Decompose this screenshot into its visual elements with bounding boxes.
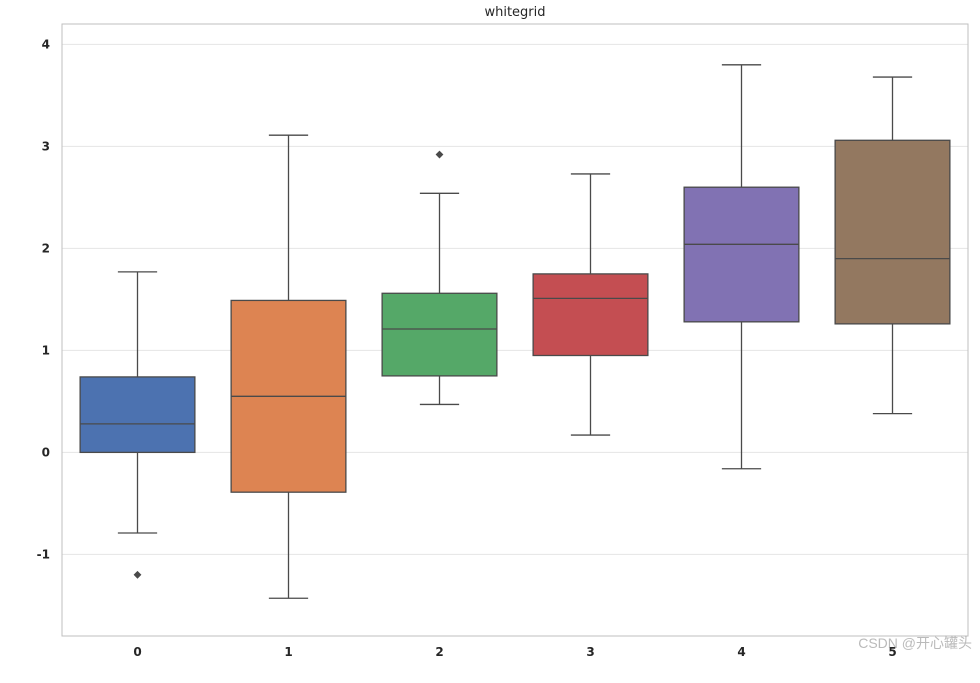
y-tick-label: 2 (42, 241, 50, 255)
chart-title: whitegrid (484, 5, 545, 20)
plot-background (62, 24, 968, 636)
box (382, 293, 497, 376)
box (80, 377, 195, 452)
chart-container: -101234012345whitegrid CSDN @开心罐头 (0, 0, 980, 683)
x-tick-label: 5 (888, 645, 896, 659)
x-tick-label: 0 (133, 645, 141, 659)
boxplot-chart: -1 0 1 2 3 4 0 1 2 3 4 5 whitegrid (0, 0, 980, 683)
box (684, 187, 799, 322)
x-tick-label: 3 (586, 645, 594, 659)
x-tick-label: 4 (737, 645, 745, 659)
x-tick-label: 2 (435, 645, 443, 659)
y-tick-label: -1 (37, 547, 50, 561)
y-tick-label: 4 (42, 37, 50, 51)
y-tick-label: 1 (42, 343, 50, 357)
x-tick-label: 1 (284, 645, 292, 659)
box (533, 274, 648, 356)
y-tick-label: 3 (42, 139, 50, 153)
y-tick-label: 0 (42, 445, 50, 459)
box (835, 140, 950, 324)
